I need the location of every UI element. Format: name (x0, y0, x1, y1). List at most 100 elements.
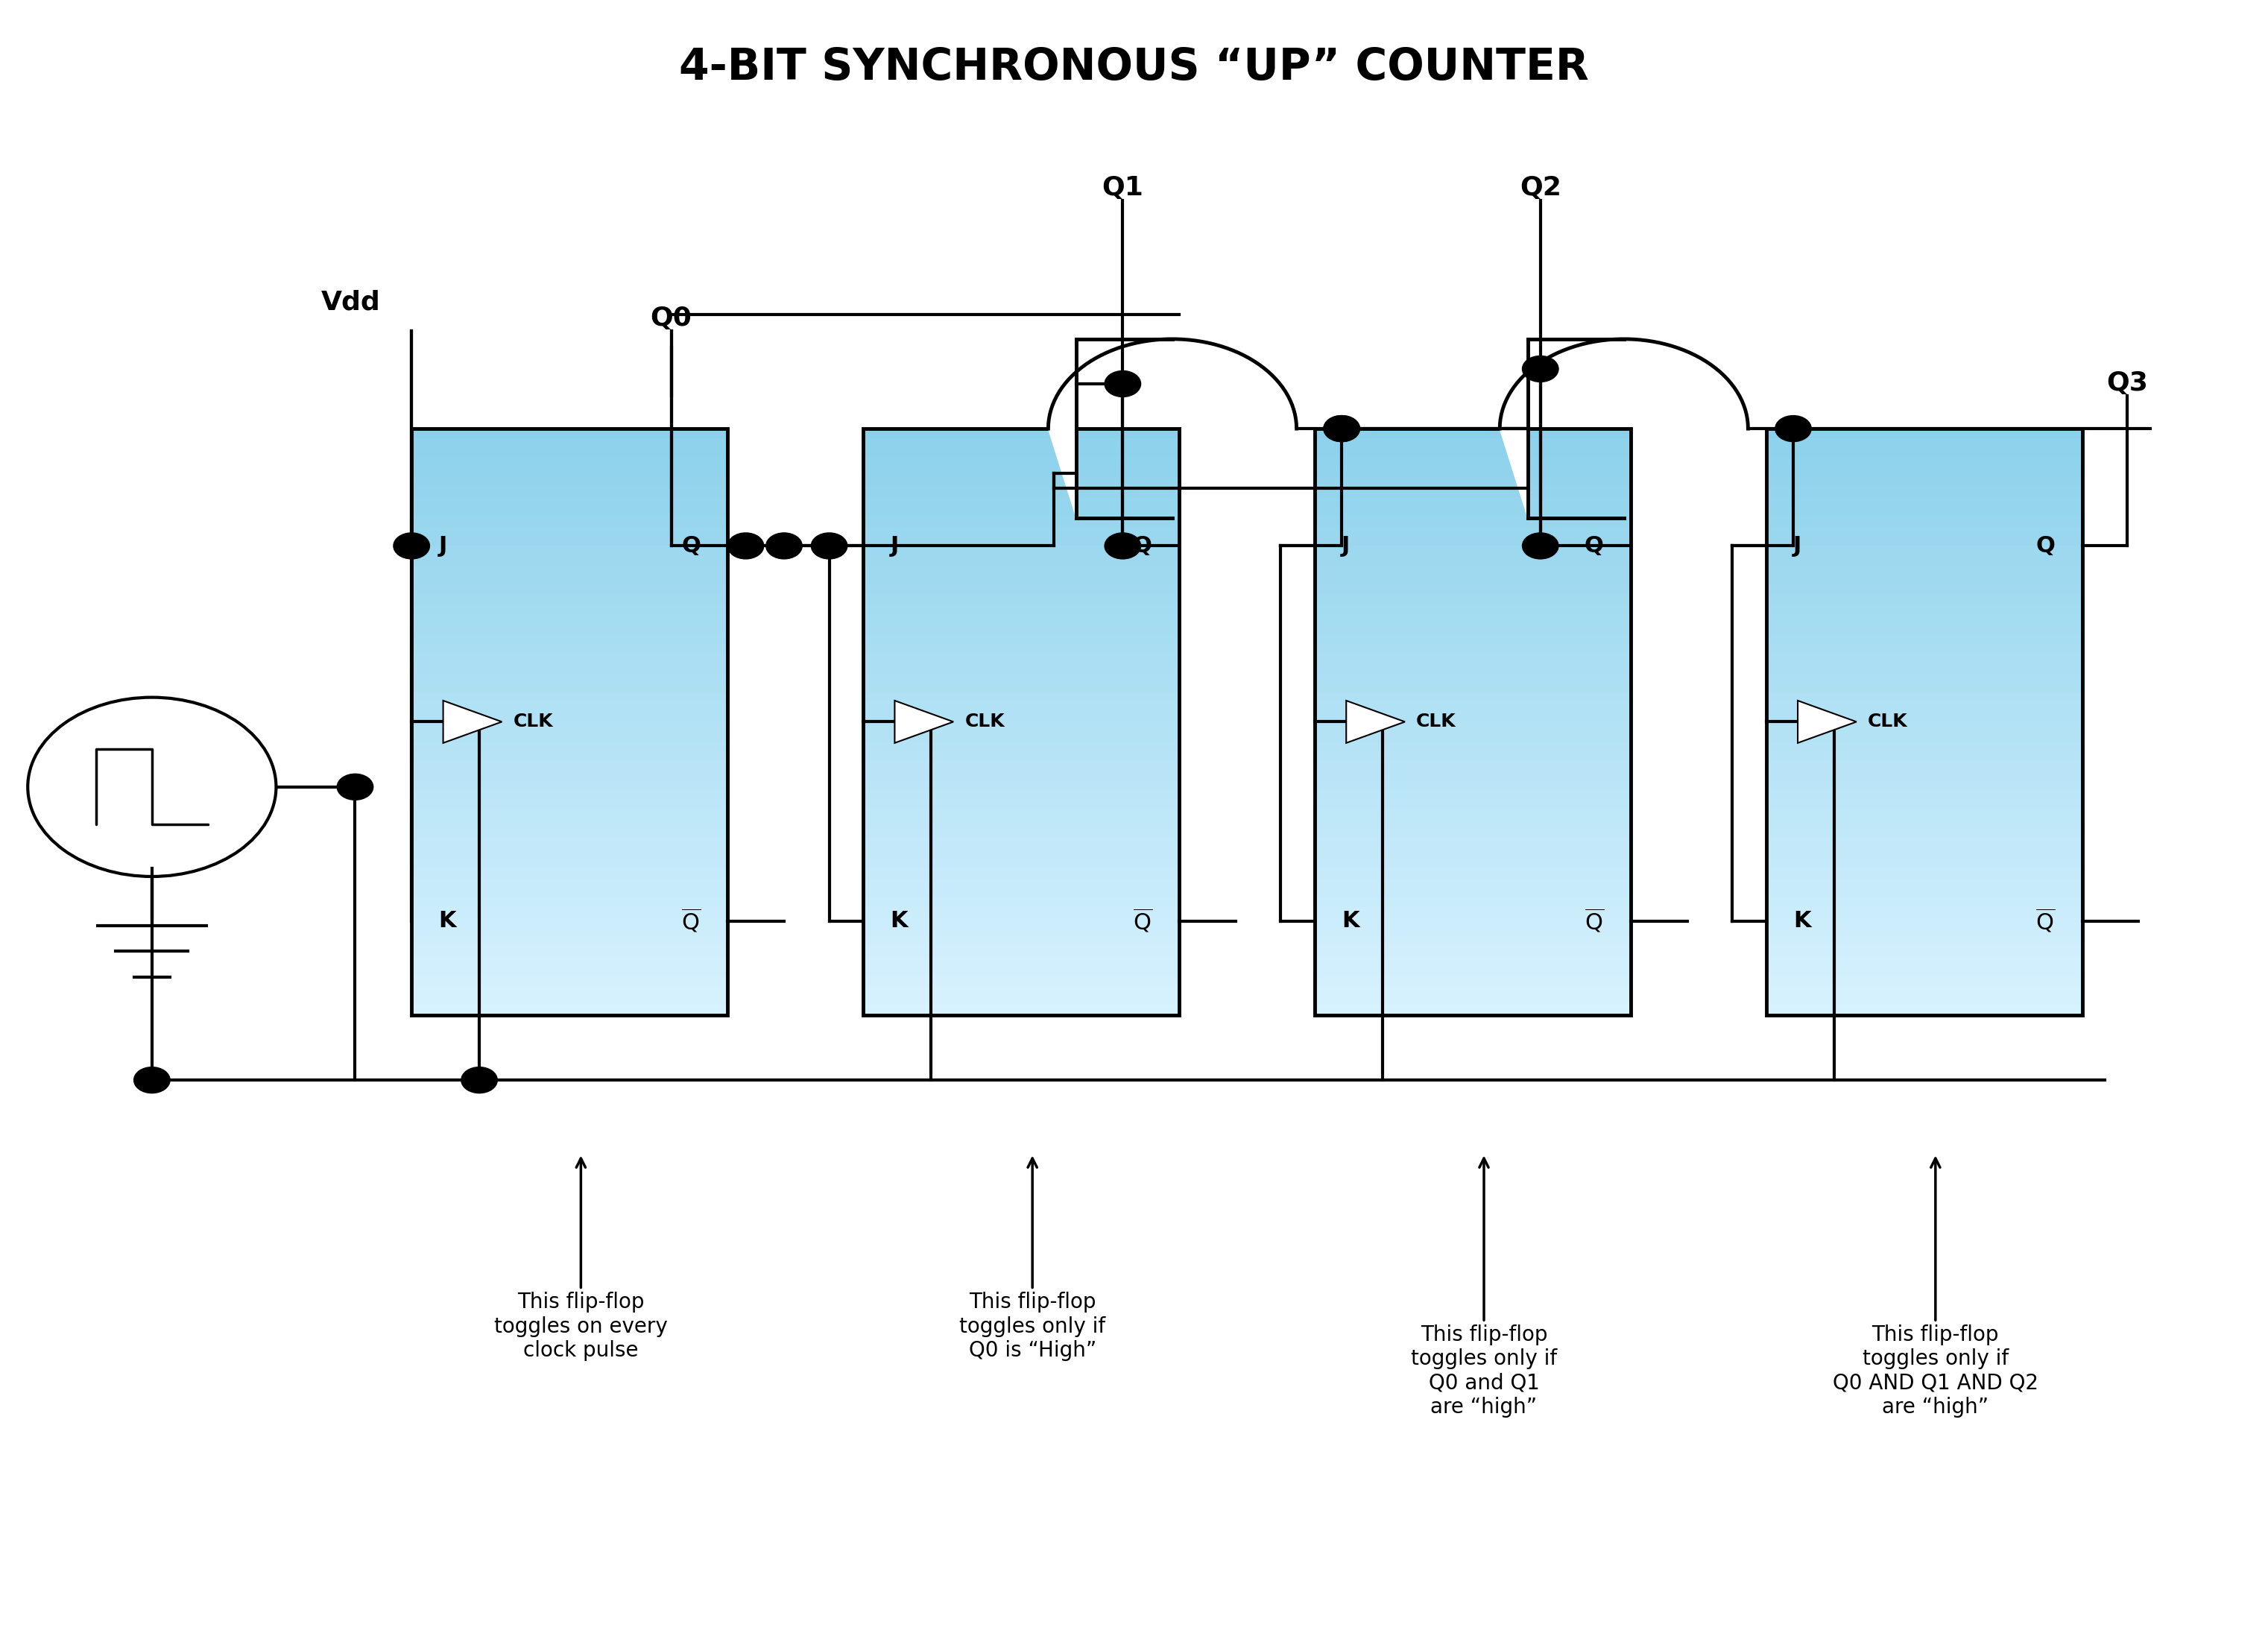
Bar (411, 780, 728, 790)
Text: CLK: CLK (1869, 713, 1907, 731)
Text: Q: Q (680, 534, 701, 557)
Bar (1767, 585, 2082, 595)
Bar (1315, 888, 1631, 898)
Bar (864, 800, 1179, 810)
Bar (864, 751, 1179, 760)
Bar (1767, 664, 2082, 674)
Bar (1767, 908, 2082, 918)
Bar (1315, 800, 1631, 810)
Bar (1315, 467, 1631, 477)
Bar (411, 429, 728, 1015)
Text: J: J (1794, 534, 1801, 557)
Bar (411, 536, 728, 546)
Bar (1315, 790, 1631, 800)
Bar (1315, 839, 1631, 849)
Bar (864, 1005, 1179, 1015)
Bar (864, 721, 1179, 731)
Bar (1767, 674, 2082, 683)
Bar (1767, 467, 2082, 477)
Text: $\overline{\rm Q}$: $\overline{\rm Q}$ (2037, 908, 2055, 934)
Bar (411, 956, 728, 965)
Text: 4-BIT SYNCHRONOUS “UP” COUNTER: 4-BIT SYNCHRONOUS “UP” COUNTER (678, 46, 1590, 89)
Bar (411, 721, 728, 731)
Bar (1767, 634, 2082, 644)
Bar (411, 995, 728, 1005)
Text: This flip-flop
toggles only if
Q0 is “High”: This flip-flop toggles only if Q0 is “Hi… (959, 1159, 1105, 1360)
Bar (1315, 644, 1631, 654)
Text: This flip-flop
toggles on every
clock pulse: This flip-flop toggles on every clock pu… (494, 1159, 667, 1360)
Bar (1315, 780, 1631, 790)
Bar (411, 664, 728, 674)
Bar (411, 859, 728, 869)
Bar (411, 938, 728, 947)
Bar (1767, 536, 2082, 546)
Bar (864, 477, 1179, 487)
Bar (864, 790, 1179, 800)
Bar (1767, 526, 2082, 536)
Bar (1315, 438, 1631, 447)
Bar (1767, 595, 2082, 605)
Bar (864, 995, 1179, 1005)
Bar (864, 664, 1179, 674)
Bar (1767, 849, 2082, 859)
Circle shape (1522, 533, 1558, 559)
Text: K: K (1343, 910, 1359, 933)
Bar (864, 556, 1179, 565)
Bar (411, 985, 728, 995)
Bar (411, 839, 728, 849)
Bar (1315, 701, 1631, 711)
Bar (1767, 731, 2082, 741)
Circle shape (1776, 416, 1812, 441)
Bar (1315, 615, 1631, 624)
Bar (1767, 487, 2082, 497)
Circle shape (27, 697, 277, 877)
Text: K: K (438, 910, 456, 933)
Bar (1315, 556, 1631, 565)
Bar (1315, 751, 1631, 760)
Bar (411, 800, 728, 810)
Bar (1767, 938, 2082, 947)
Bar (411, 869, 728, 879)
Bar (411, 546, 728, 556)
Bar (1315, 829, 1631, 839)
Text: Q0: Q0 (651, 305, 692, 331)
Bar (1315, 447, 1631, 457)
Bar (1315, 1005, 1631, 1015)
Bar (1767, 869, 2082, 879)
Circle shape (812, 533, 848, 559)
Bar (864, 516, 1179, 526)
Bar (411, 1005, 728, 1015)
Polygon shape (894, 700, 953, 742)
Bar (411, 908, 728, 918)
Bar (1767, 947, 2082, 956)
Bar (1315, 575, 1631, 585)
Bar (1315, 654, 1631, 664)
Bar (1767, 975, 2082, 985)
Bar (1315, 605, 1631, 615)
Bar (864, 829, 1179, 839)
Circle shape (1325, 416, 1361, 441)
Bar (411, 918, 728, 928)
Text: CLK: CLK (513, 713, 553, 731)
Bar (864, 585, 1179, 595)
Bar (1315, 624, 1631, 634)
Bar (1315, 674, 1631, 683)
Bar (1767, 770, 2082, 780)
Bar (864, 711, 1179, 721)
Bar (864, 898, 1179, 908)
Bar (411, 790, 728, 800)
Bar (1767, 615, 2082, 624)
Bar (411, 810, 728, 820)
Bar (411, 556, 728, 565)
Polygon shape (1499, 339, 1749, 518)
Bar (864, 429, 1179, 438)
Bar (1767, 839, 2082, 849)
Bar (864, 654, 1179, 664)
Bar (411, 683, 728, 692)
Bar (1767, 810, 2082, 820)
Bar (864, 701, 1179, 711)
Bar (1315, 457, 1631, 467)
Bar (1767, 820, 2082, 829)
Bar (864, 595, 1179, 605)
Bar (1767, 654, 2082, 664)
